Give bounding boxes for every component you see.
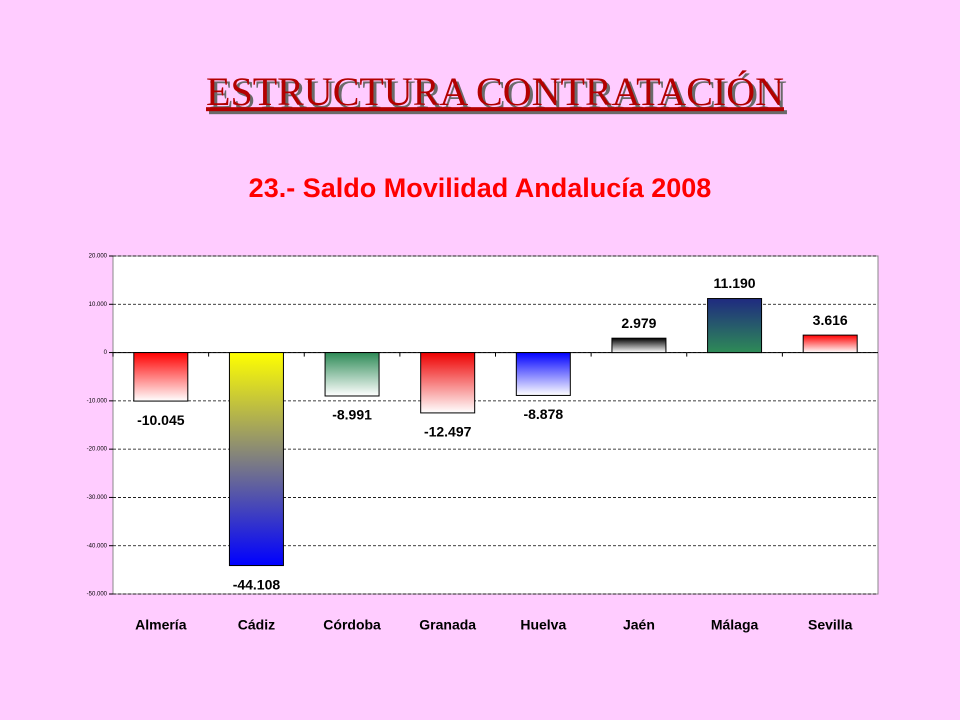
value-label: -44.108 — [233, 576, 281, 592]
plot-area — [112, 255, 879, 595]
x-tick-label: Granada — [419, 617, 476, 633]
y-tick-label: -20.000 — [87, 447, 108, 453]
bar — [420, 352, 476, 414]
bar — [515, 352, 571, 396]
value-label: -12.497 — [424, 424, 472, 440]
value-label: -10.045 — [137, 412, 185, 428]
x-tick-label: Jaén — [623, 617, 655, 633]
y-tick-label: -30.000 — [87, 495, 108, 501]
bar — [707, 298, 763, 354]
bar — [324, 352, 380, 397]
slide-title: ESTRUCTURA CONTRATACIÓN — [206, 69, 784, 114]
y-tick-label: -40.000 — [87, 543, 108, 549]
value-label: -8.991 — [332, 407, 372, 423]
y-tick-label: 10.000 — [89, 302, 108, 308]
y-tick-label: -10.000 — [87, 398, 108, 404]
bar — [228, 352, 284, 567]
x-tick-label: Málaga — [711, 617, 759, 633]
x-tick-label: Córdoba — [323, 617, 381, 633]
bar — [611, 337, 667, 354]
value-label: 2.979 — [621, 315, 656, 331]
bar — [133, 352, 189, 402]
x-tick-label: Sevilla — [808, 617, 853, 633]
chart-title: 23.- Saldo Movilidad Andalucía 2008 — [249, 173, 712, 203]
value-label: -8.878 — [523, 406, 563, 422]
value-label: 3.616 — [813, 312, 848, 328]
x-tick-label: Huelva — [520, 617, 566, 633]
y-tick-label: 0 — [104, 350, 108, 356]
value-label: 11.190 — [714, 275, 756, 291]
y-tick-label: -50.000 — [87, 592, 108, 598]
bar — [802, 334, 858, 354]
y-tick-label: 20.000 — [89, 254, 108, 260]
x-tick-label: Almería — [135, 617, 187, 633]
x-tick-label: Cádiz — [238, 617, 275, 633]
slide-title-shadow: ESTRUCTURA CONTRATACIÓN — [209, 72, 787, 117]
